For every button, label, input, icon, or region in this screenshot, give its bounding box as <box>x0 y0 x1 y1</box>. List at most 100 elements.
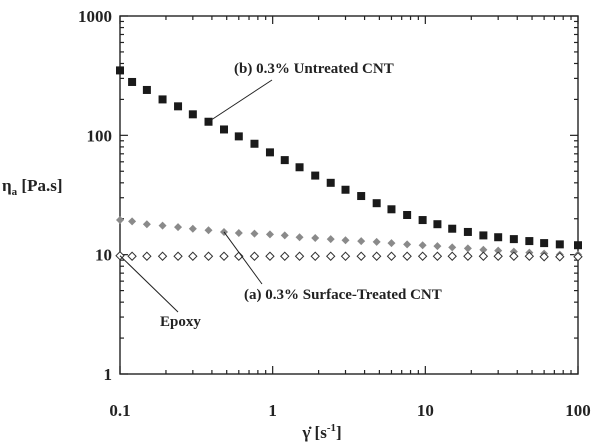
data-point-untreated <box>494 233 503 242</box>
data-point-epoxy <box>340 251 351 261</box>
tick-labels: 1 10 100 1000 0.1 1 10 100 <box>78 7 591 420</box>
axis-ticks <box>119 15 579 375</box>
x-axis-label-main: γ̇ [s <box>301 423 327 442</box>
data-point-surface-treated <box>479 245 488 254</box>
data-point-untreated <box>433 220 442 229</box>
y-axis-label-sub: a <box>12 186 18 198</box>
data-point-untreated <box>311 171 320 180</box>
y-axis-label-main: η <box>2 176 12 195</box>
data-point-epoxy <box>157 251 168 261</box>
data-point-surface-treated <box>418 241 427 250</box>
data-point-epoxy <box>249 251 260 261</box>
data-point-epoxy <box>173 251 183 261</box>
data-point-surface-treated <box>204 226 213 235</box>
data-point-untreated <box>295 163 304 172</box>
data-point-epoxy <box>417 251 428 261</box>
x-tick-label: 0.1 <box>109 401 130 420</box>
data-point-epoxy <box>142 251 152 261</box>
data-point-epoxy <box>386 251 397 261</box>
data-point-surface-treated <box>372 237 381 246</box>
data-point-surface-treated <box>463 244 472 253</box>
data-point-untreated <box>326 178 335 187</box>
x-axis-label-sup: -1 <box>327 422 336 434</box>
data-point-epoxy <box>294 251 305 261</box>
data-point-untreated <box>525 237 534 246</box>
annotation-untreated: (b) 0.3% Untreated CNT <box>234 61 394 77</box>
data-point-untreated <box>463 227 472 236</box>
data-point-epoxy <box>463 251 473 261</box>
data-point-surface-treated <box>158 221 167 230</box>
data-point-epoxy <box>356 251 366 261</box>
annotation-leaders <box>119 79 273 313</box>
data-point-untreated <box>357 192 366 201</box>
data-point-epoxy <box>524 251 535 261</box>
data-point-untreated <box>250 139 259 148</box>
data-point-surface-treated <box>250 229 259 238</box>
y-tick-label: 1 <box>104 365 113 384</box>
x-tick-label: 100 <box>565 401 591 420</box>
data-marks <box>115 66 583 262</box>
data-point-surface-treated <box>142 220 151 229</box>
data-point-epoxy <box>447 251 457 261</box>
data-point-epoxy <box>310 251 320 261</box>
data-point-untreated <box>174 102 183 111</box>
data-point-untreated <box>479 231 488 240</box>
data-point-surface-treated <box>280 231 289 240</box>
data-point-surface-treated <box>116 216 124 225</box>
data-point-surface-treated <box>295 233 304 242</box>
data-point-untreated <box>265 148 274 157</box>
data-point-epoxy <box>219 251 229 261</box>
data-point-surface-treated <box>265 230 274 239</box>
y-tick-label: 1000 <box>78 7 112 26</box>
data-point-epoxy <box>493 251 503 261</box>
data-point-epoxy <box>371 251 382 261</box>
data-point-surface-treated <box>311 233 320 242</box>
x-tick-label: 10 <box>417 401 434 420</box>
x-axis-label-end: ] <box>336 423 342 442</box>
data-point-untreated <box>128 77 137 86</box>
data-point-epoxy <box>203 251 214 261</box>
data-point-surface-treated <box>341 236 350 245</box>
data-point-untreated <box>403 210 412 219</box>
data-point-untreated <box>540 239 549 248</box>
data-point-epoxy <box>573 252 583 262</box>
leader-surface-treated <box>223 231 263 285</box>
leader-epoxy <box>119 255 179 313</box>
data-point-epoxy <box>265 251 275 261</box>
plot-frame <box>119 15 579 375</box>
data-point-surface-treated <box>387 239 396 248</box>
data-point-epoxy <box>127 251 137 261</box>
data-point-untreated <box>574 241 582 250</box>
data-point-untreated <box>220 125 229 134</box>
data-point-untreated <box>372 199 381 208</box>
data-point-epoxy <box>509 251 519 261</box>
data-point-surface-treated <box>188 224 197 233</box>
data-point-untreated <box>418 216 427 225</box>
data-point-surface-treated <box>234 228 243 237</box>
data-point-surface-treated <box>128 217 137 226</box>
data-point-untreated <box>158 95 167 104</box>
data-point-surface-treated <box>326 235 335 244</box>
data-point-surface-treated <box>357 237 366 246</box>
x-axis-label: γ̇ [s-1] <box>301 422 341 442</box>
data-point-untreated <box>234 132 243 141</box>
data-point-epoxy <box>402 251 412 261</box>
data-point-untreated <box>116 66 124 75</box>
data-point-untreated <box>280 156 289 165</box>
data-point-surface-treated <box>448 243 457 252</box>
y-axis-label-unit: [Pa.s] <box>17 176 62 195</box>
data-point-surface-treated <box>494 246 503 255</box>
data-point-epoxy <box>432 251 443 261</box>
data-point-epoxy <box>326 251 336 261</box>
annotation-epoxy: Epoxy <box>160 314 201 330</box>
y-tick-label: 10 <box>95 246 112 265</box>
data-point-untreated <box>341 185 350 194</box>
data-point-untreated <box>188 110 197 119</box>
data-point-untreated <box>142 85 151 94</box>
data-point-epoxy <box>555 252 565 262</box>
data-point-epoxy <box>539 252 549 262</box>
data-point-epoxy <box>188 251 198 261</box>
data-point-epoxy <box>280 251 290 261</box>
y-axis-label: ηa [Pa.s] <box>2 176 62 198</box>
